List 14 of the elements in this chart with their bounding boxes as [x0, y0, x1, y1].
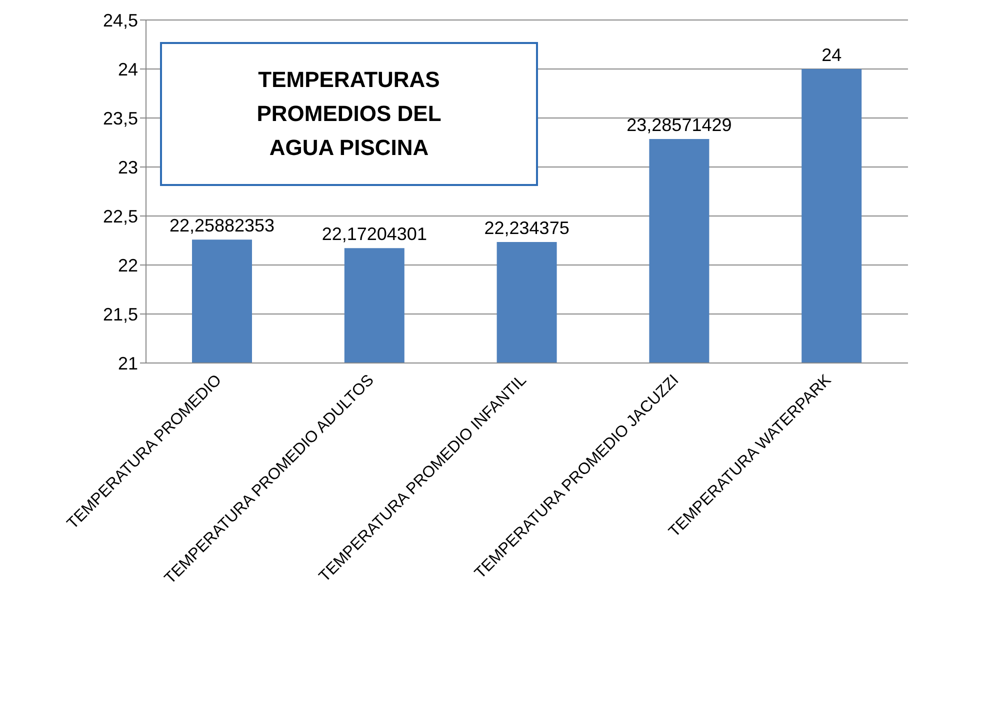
data-label: 24 [822, 45, 842, 65]
data-label: 22,25882353 [169, 216, 275, 236]
y-tick-label: 23,5 [102, 108, 138, 128]
y-tick-label: 22 [118, 255, 138, 276]
y-tick-label: 24 [118, 59, 138, 80]
title-frame: TEMPERATURAS PROMEDIOS DEL AGUA PISCINA [160, 42, 538, 186]
data-label: 22,234375 [484, 218, 570, 238]
data-label: 22,17204301 [322, 224, 427, 244]
y-tick-label: 21,5 [102, 304, 138, 324]
y-tick-label: 23 [118, 157, 138, 178]
y-tick-label: 22,5 [102, 206, 138, 226]
data-label: 23,28571429 [626, 115, 732, 135]
y-tick-label: 24,5 [102, 10, 138, 30]
y-tick-label: 21 [118, 353, 138, 374]
